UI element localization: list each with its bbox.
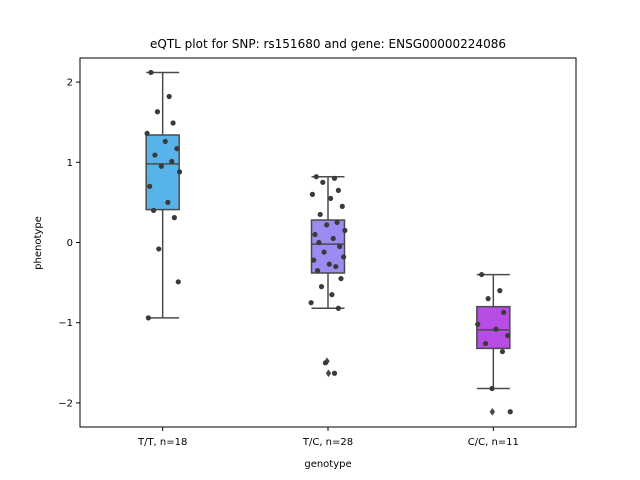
data-point bbox=[311, 257, 317, 263]
data-point bbox=[505, 332, 511, 339]
chart-title: eQTL plot for SNP: rs151680 and gene: EN… bbox=[150, 37, 506, 51]
data-point bbox=[158, 163, 164, 169]
data-point bbox=[317, 211, 323, 218]
data-point bbox=[169, 158, 175, 165]
box-iqr bbox=[145, 134, 180, 211]
strip-points bbox=[144, 69, 183, 321]
data-point bbox=[147, 183, 153, 189]
data-point bbox=[316, 239, 322, 246]
data-point bbox=[331, 175, 338, 181]
x-axis-label: genotype bbox=[304, 459, 351, 470]
data-point bbox=[318, 284, 325, 290]
data-point bbox=[493, 326, 499, 332]
data-point bbox=[313, 174, 319, 180]
data-point bbox=[322, 360, 328, 366]
x-axis: T/T, n=18 T/C, n=28 C/C, n=11 bbox=[137, 427, 519, 448]
data-point bbox=[507, 409, 513, 415]
y-tick-label: 0 bbox=[67, 238, 73, 249]
y-axis-label: phenotype bbox=[33, 216, 44, 270]
data-point bbox=[308, 300, 314, 306]
data-point bbox=[497, 288, 503, 294]
data-point bbox=[148, 69, 154, 76]
data-point bbox=[176, 169, 183, 175]
data-point bbox=[150, 207, 157, 214]
data-point bbox=[165, 199, 171, 205]
data-point bbox=[315, 267, 321, 274]
y-tick-label: −1 bbox=[58, 318, 73, 329]
data-point bbox=[342, 227, 348, 234]
data-point bbox=[152, 152, 158, 158]
y-tick-label: −2 bbox=[58, 398, 73, 409]
y-tick-label: 2 bbox=[67, 78, 73, 89]
box-group bbox=[476, 273, 511, 416]
box-group bbox=[145, 71, 180, 319]
data-point bbox=[479, 271, 485, 278]
y-tick-label: 1 bbox=[67, 158, 73, 169]
y-axis: −2 −1 0 1 2 bbox=[58, 78, 80, 409]
data-point bbox=[489, 385, 495, 392]
data-point bbox=[324, 222, 330, 228]
data-point bbox=[166, 93, 172, 100]
data-point bbox=[154, 109, 161, 115]
data-point bbox=[145, 315, 151, 321]
x-tick-label: T/T, n=18 bbox=[137, 437, 187, 448]
data-point bbox=[331, 370, 338, 376]
data-point bbox=[329, 292, 335, 298]
strip-points bbox=[308, 174, 348, 376]
data-point bbox=[326, 261, 332, 267]
strip-points bbox=[475, 271, 513, 415]
data-point bbox=[174, 146, 180, 152]
data-point bbox=[321, 249, 327, 255]
data-point bbox=[337, 243, 343, 250]
data-point bbox=[162, 138, 168, 145]
data-point bbox=[499, 348, 506, 355]
data-point bbox=[501, 309, 507, 315]
data-point bbox=[339, 203, 345, 210]
data-point bbox=[475, 321, 481, 327]
x-tick-label: C/C, n=11 bbox=[468, 437, 519, 448]
data-point bbox=[485, 296, 491, 302]
data-point bbox=[320, 179, 326, 185]
data-point bbox=[333, 263, 339, 270]
data-point bbox=[175, 279, 181, 285]
outlier-marker bbox=[325, 369, 332, 378]
plot-area bbox=[144, 69, 513, 416]
data-point bbox=[338, 275, 344, 282]
data-point bbox=[334, 219, 340, 226]
data-point bbox=[171, 215, 177, 221]
data-point bbox=[156, 246, 162, 252]
data-point bbox=[328, 195, 334, 201]
data-point bbox=[312, 231, 318, 238]
data-point bbox=[335, 305, 341, 311]
x-tick-label: T/C, n=28 bbox=[302, 437, 353, 448]
data-point bbox=[170, 120, 176, 126]
data-point bbox=[144, 130, 150, 137]
data-point bbox=[482, 340, 489, 347]
data-point bbox=[330, 235, 336, 242]
outlier-marker bbox=[489, 407, 496, 416]
data-point bbox=[341, 254, 347, 260]
data-point bbox=[309, 191, 315, 197]
data-point bbox=[335, 187, 341, 193]
